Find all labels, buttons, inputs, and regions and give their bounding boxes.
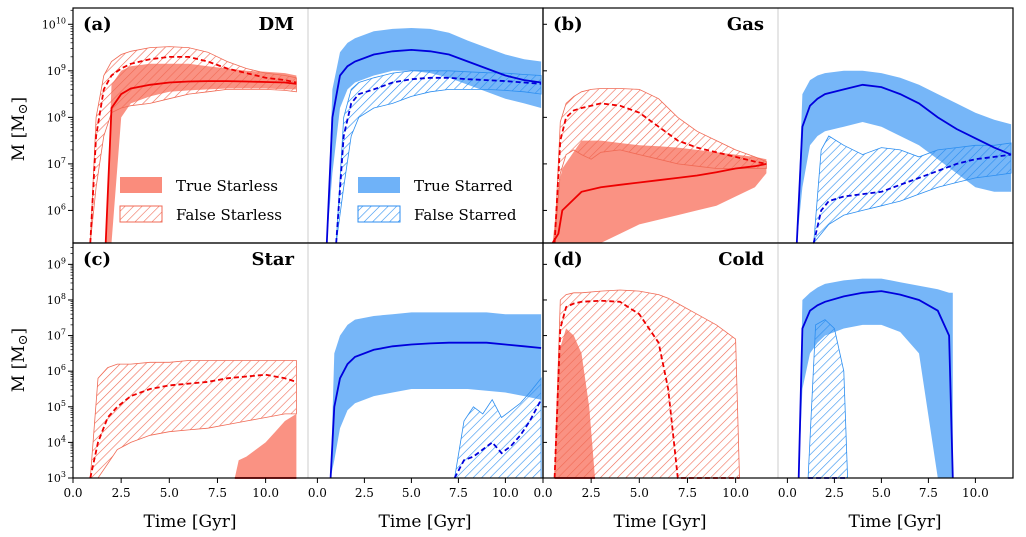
panel-title-c: Star: [252, 249, 295, 270]
y-tick-label-c: 105: [47, 399, 66, 414]
x-tick-label-d-starred: 10.0: [962, 486, 989, 500]
y-tick-label-c: 103: [47, 470, 66, 485]
false-starred-median-c: [453, 399, 542, 479]
false-starless-median-c: [89, 373, 297, 479]
svg-text:M [M⊙]: M [M⊙]: [9, 328, 31, 392]
x-tick-label-c-starred: 7.5: [449, 486, 468, 500]
panel-b: (b) Gas: [542, 7, 1014, 245]
false-starless-median-a: [89, 56, 297, 244]
panel-label-a: (a): [83, 14, 112, 35]
true-starred-median-b: [795, 83, 1012, 244]
false-starred-band-b: [813, 135, 1012, 245]
frame-d: [542, 242, 1014, 479]
y-tick-label-a: 108: [47, 109, 66, 124]
legend-label-false-starless: False Starless: [176, 206, 282, 224]
true-starred-band-d: [798, 278, 953, 478]
legend-swatch-true-starless: [120, 177, 162, 193]
x-axis-label-1: Time [Gyr]: [144, 512, 237, 532]
x-tick-label-d-starred: 5.0: [872, 486, 891, 500]
x-tick-label-d-starless: 2.5: [582, 486, 601, 500]
true-starred-median-c: [329, 341, 542, 479]
false-starless-median-d: [553, 299, 740, 479]
panel-d: 0.0 2.5 5.0 7.5 10.0 0.0 2.5 5.0 7.5 10.0 (d) Cold: [533, 242, 1014, 500]
x-tick-label-d-starless: 10.0: [722, 486, 749, 500]
legend-swatch-false-starred: [357, 205, 401, 223]
panel-label-d: (d): [553, 249, 583, 270]
y-tick-label-c: 104: [47, 434, 66, 449]
panel-label-b: (b): [553, 14, 583, 35]
y-tick-label-c: 108: [47, 292, 66, 307]
x-tick-label-d-starless: 0.0: [533, 486, 552, 500]
x-tick-label-c-starred: 0.0: [308, 486, 327, 500]
x-axis-label-2: Time [Gyr]: [379, 512, 472, 532]
legend-swatch-true-starred: [358, 177, 400, 193]
panel-c: 0.0 2.5 5.0 7.5 10.0 0.0 2.5 5.0 7.5 10.0 103 104 10…: [47, 242, 544, 500]
x-tick-label-c-starred: 2.5: [355, 486, 374, 500]
y-tick-label-a: 106: [47, 202, 66, 217]
y-tick-label-a: 109: [47, 63, 66, 78]
y-tick-label-c: 107: [47, 328, 66, 343]
y-tick-label-a: 107: [47, 156, 66, 171]
legend-label-true-starless: True Starless: [176, 177, 278, 195]
legend-label-false-starred: False Starred: [414, 206, 517, 224]
x-tick-label-c-starless: 7.5: [208, 486, 227, 500]
panel-title-b: Gas: [727, 14, 764, 35]
x-tick-label-d-starred: 2.5: [825, 486, 844, 500]
y-axis-label-bottom: M [M⊙]: [9, 328, 31, 392]
legend-swatch-false-starless: [119, 205, 163, 223]
false-starless-band-c: [89, 360, 297, 479]
false-starless-band-d: [554, 289, 740, 479]
true-starred-band-b: [796, 70, 1012, 243]
legend-label-true-starred: True Starred: [414, 177, 513, 195]
y-tick-label-a: 1010: [42, 16, 66, 31]
y-tick-label-c: 106: [47, 363, 66, 378]
x-axis-label-3: Time [Gyr]: [614, 512, 707, 532]
svg-text:M [M⊙]: M [M⊙]: [9, 97, 31, 161]
panel-a: 106 107 108 109 1010 (a) DM: [42, 7, 544, 244]
x-tick-label-c-starless: 5.0: [160, 486, 179, 500]
false-starred-band-a: [335, 70, 542, 244]
true-starless-median-a: [104, 80, 297, 244]
true-starless-band-c: [234, 413, 297, 478]
x-tick-label-c-starred: 10.0: [492, 486, 519, 500]
x-axis-label-4: Time [Gyr]: [849, 512, 942, 532]
legend: True Starless False Starless True Starre…: [119, 177, 517, 224]
true-starred-median-a: [325, 48, 542, 244]
true-starless-median-b: [551, 163, 767, 244]
false-starless-median-b: [553, 102, 767, 244]
true-starred-band-c: [330, 312, 542, 478]
x-tick-label-d-starless: 7.5: [678, 486, 697, 500]
y-tick-label-c: 109: [47, 256, 66, 271]
y-axis-label-top: M [M⊙]: [9, 97, 31, 161]
x-tick-label-d-starred: 7.5: [919, 486, 938, 500]
x-tick-label-c-starred: 5.0: [402, 486, 421, 500]
false-starred-median-a: [335, 76, 542, 244]
x-tick-label-d-starred: 0.0: [778, 486, 797, 500]
x-tick-label-c-starless: 2.5: [112, 486, 131, 500]
false-starless-band-b: [554, 88, 767, 244]
panel-title-d: Cold: [718, 249, 764, 270]
x-tick-label-c-starless: 0.0: [63, 486, 82, 500]
panel-label-c: (c): [83, 249, 111, 270]
x-tick-label-d-starless: 5.0: [630, 486, 649, 500]
true-starred-median-d: [797, 290, 954, 479]
x-tick-label-c-starless: 10.0: [252, 486, 279, 500]
false-starless-band-a: [89, 46, 297, 244]
panel-title-a: DM: [258, 14, 294, 35]
